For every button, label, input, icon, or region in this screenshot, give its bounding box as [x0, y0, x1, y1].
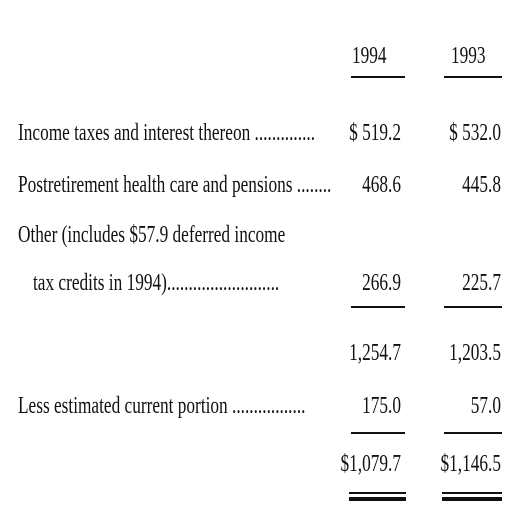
subtotal-value-1994: 1,254.7	[349, 340, 401, 366]
header-1993: 1993	[451, 43, 486, 69]
row-value-income-taxes-1994: $ 519.2	[349, 120, 401, 146]
header-rule-1993	[444, 76, 502, 78]
row-value-income-taxes-1993: $ 532.0	[449, 120, 501, 146]
row-value-current-portion-1994: 175.0	[362, 393, 401, 419]
subtotal-value-1993: 1,203.5	[449, 340, 501, 366]
row-label-income-taxes: Income taxes and interest thereon ......…	[18, 120, 316, 146]
total-double-rule-top-1994	[349, 492, 406, 494]
total-double-rule-top-1993	[442, 492, 502, 494]
row-label-postretirement: Postretirement health care and pensions …	[18, 172, 332, 198]
header-rule-1994	[351, 76, 405, 78]
total-rule-1993	[444, 432, 502, 434]
subtotal-rule-1993	[444, 306, 502, 308]
total-double-rule-bottom-1993	[442, 497, 502, 501]
row-label-current-portion: Less estimated current portion .........…	[18, 393, 306, 419]
row-value-current-portion-1993: 57.0	[470, 393, 501, 419]
subtotal-rule-1994	[351, 306, 405, 308]
total-value-1994: $1,079.7	[340, 451, 401, 477]
total-rule-1994	[351, 432, 405, 434]
row-value-other-1994: 266.9	[362, 270, 401, 296]
total-double-rule-bottom-1994	[349, 497, 406, 501]
row-label-other-line2: tax credits in 1994)....................…	[33, 270, 280, 296]
row-value-other-1993: 225.7	[462, 270, 501, 296]
row-label-other-line1: Other (includes $57.9 deferred income	[18, 222, 286, 248]
total-value-1993: $1,146.5	[440, 451, 501, 477]
header-1994: 1994	[352, 43, 387, 69]
row-value-postretirement-1994: 468.6	[362, 172, 401, 198]
row-value-postretirement-1993: 445.8	[462, 172, 501, 198]
